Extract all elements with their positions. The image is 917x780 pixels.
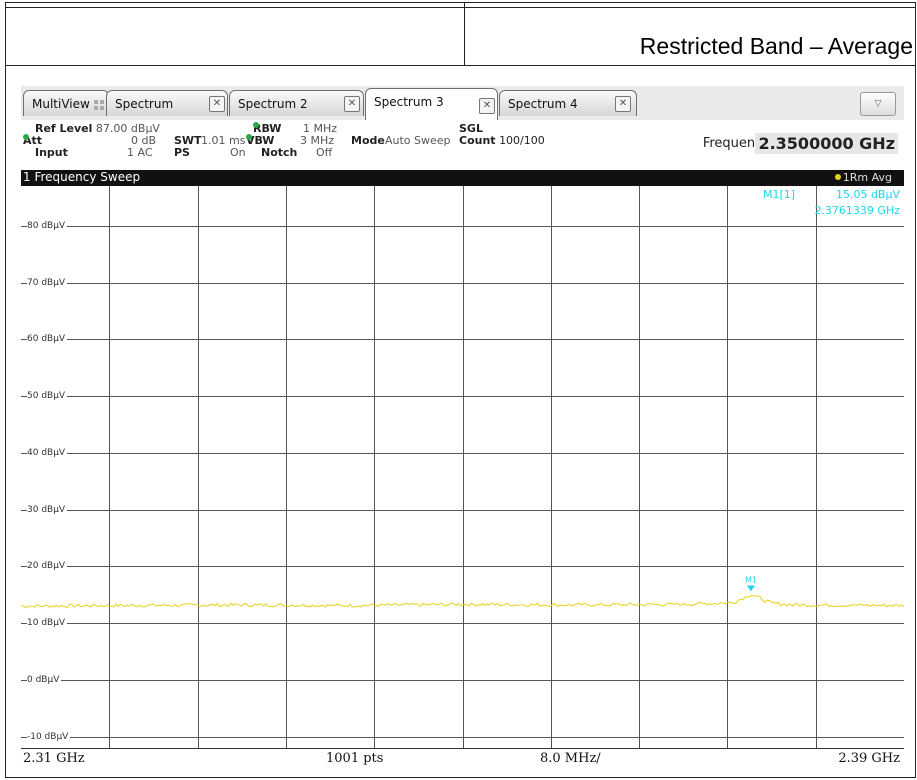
swt-value: 1.01 ms <box>201 134 246 147</box>
tab-spectrum-3[interactable]: Spectrum 3 ✕ <box>365 88 498 120</box>
analyzer-window: MultiView Spectrum ✕ Spectrum 2 ✕ Spectr… <box>21 86 904 771</box>
y-tick-label: 50 dBµV <box>27 390 68 401</box>
span-per-division: 8.0 MHz/ <box>540 751 601 766</box>
stop-frequency: 2.39 GHz <box>838 751 900 766</box>
y-tick-label: 70 dBµV <box>27 277 68 288</box>
status-dot-icon <box>246 134 252 140</box>
marker-name: M1[1] <box>763 188 796 201</box>
sgl-indicator: SGL <box>459 122 483 135</box>
vbw-label: VBW <box>246 134 275 147</box>
tab-bar: MultiView Spectrum ✕ Spectrum 2 ✕ Spectr… <box>21 86 904 120</box>
report-frame <box>5 66 916 778</box>
tab-spectrum-2[interactable]: Spectrum 2 ✕ <box>229 90 364 116</box>
notch-label: Notch <box>261 146 298 159</box>
vbw-value: 3 MHz <box>300 134 335 147</box>
input-value: 1 AC <box>127 146 153 159</box>
y-tick-label: 30 dBµV <box>27 504 68 515</box>
trace-dot-icon <box>834 174 841 180</box>
start-frequency: 2.31 GHz <box>23 751 85 766</box>
tab-multiview[interactable]: MultiView <box>23 90 109 116</box>
ref-level-row: Ref Level 87.00 dBµV <box>35 122 160 135</box>
marker-label: M1 <box>745 575 757 584</box>
close-icon[interactable]: ✕ <box>615 96 631 112</box>
marker-triangle-icon <box>746 585 755 592</box>
y-tick-label: -10 dBµV <box>27 731 71 742</box>
y-tick-label: 10 dBµV <box>27 617 68 628</box>
spectrum-chart: M1 <box>21 186 904 748</box>
att-label: Att <box>23 134 43 147</box>
marker-frequency: 2.3761339 GHz <box>814 204 900 217</box>
frequency-label: Frequency <box>702 136 770 151</box>
settings-panel: Ref Level 87.00 dBµV Att 0 dB Input 1 AC… <box>21 120 904 170</box>
status-dot-icon <box>253 122 259 128</box>
close-icon[interactable]: ✕ <box>209 96 225 112</box>
status-dot-icon <box>23 134 29 140</box>
y-tick-label: 20 dBµV <box>27 560 68 571</box>
att-value: 0 dB <box>131 134 157 147</box>
tab-spectrum-4[interactable]: Spectrum 4 ✕ <box>499 90 637 116</box>
tab-spectrum-2-label: Spectrum 2 <box>238 97 308 111</box>
rbw-value: 1 MHz <box>303 122 338 135</box>
header-divider <box>464 3 465 65</box>
y-tick-label: 40 dBµV <box>27 447 68 458</box>
mode-value: Auto Sweep <box>385 134 451 147</box>
y-tick-label: 80 dBµV <box>27 220 68 231</box>
sweep-points: 1001 pts <box>326 751 384 766</box>
multiview-grid-icon <box>94 100 104 110</box>
frequency-axis-footer: 2.31 GHz 1001 pts 8.0 MHz/ 2.39 GHz <box>21 748 904 771</box>
y-tick-label: 60 dBµV <box>27 333 68 344</box>
header-top-rule <box>6 7 915 8</box>
frequency-value[interactable]: 2.3500000 GHz <box>755 133 898 154</box>
report-header-table: Restricted Band – Average <box>5 2 916 66</box>
tab-spectrum[interactable]: Spectrum ✕ <box>106 90 228 116</box>
tab-spectrum-label: Spectrum <box>115 97 174 111</box>
mode-label: Mode <box>351 134 385 147</box>
input-label: Input <box>35 146 68 159</box>
sweep-title-bar: 1 Frequency Sweep 1Rm Avg <box>21 170 904 186</box>
close-icon[interactable]: ✕ <box>344 96 360 112</box>
tab-spectrum-4-label: Spectrum 4 <box>508 97 578 111</box>
tab-menu-dropdown-icon[interactable]: ▽ <box>860 92 896 116</box>
report-title: Restricted Band – Average <box>639 33 913 59</box>
notch-value: Off <box>316 146 333 159</box>
swt-label: SWT <box>174 134 202 147</box>
ps-value: On <box>230 146 246 159</box>
close-icon[interactable]: ✕ <box>479 98 495 114</box>
rbw-label: RBW <box>253 122 282 135</box>
trace-indicator: 1Rm Avg <box>834 171 892 184</box>
spectrum-plot[interactable]: M1 M1[1] 15.05 dBµV 2.3761339 GHz 80 dBµ… <box>21 186 904 748</box>
marker-level: 15.05 dBµV <box>835 188 900 201</box>
tab-multiview-label: MultiView <box>32 97 90 111</box>
count-row: Count 100/100 <box>459 134 545 147</box>
tab-spectrum-3-label: Spectrum 3 <box>374 95 444 109</box>
ps-label: PS <box>174 146 190 159</box>
sweep-title: 1 Frequency Sweep <box>23 170 141 184</box>
y-tick-label: 0 dBµV <box>27 674 62 685</box>
trace-line <box>21 594 904 609</box>
